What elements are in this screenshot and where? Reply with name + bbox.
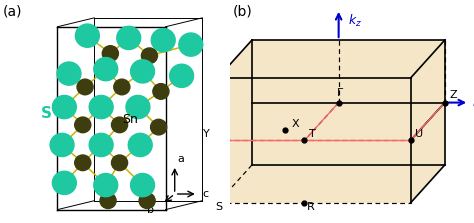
Polygon shape xyxy=(252,40,445,165)
Circle shape xyxy=(50,133,74,157)
Circle shape xyxy=(100,193,116,209)
Polygon shape xyxy=(218,40,445,78)
Circle shape xyxy=(75,155,91,171)
Circle shape xyxy=(94,173,118,197)
Circle shape xyxy=(151,119,167,135)
Text: S: S xyxy=(40,106,52,121)
Text: U: U xyxy=(415,129,424,139)
Circle shape xyxy=(114,79,130,95)
Circle shape xyxy=(141,48,157,64)
Text: $k_z$: $k_z$ xyxy=(348,13,363,29)
Text: X: X xyxy=(292,119,299,129)
Circle shape xyxy=(130,60,155,83)
Circle shape xyxy=(102,46,118,61)
Text: Y: Y xyxy=(203,129,210,139)
Circle shape xyxy=(151,29,175,52)
Circle shape xyxy=(170,64,193,87)
Circle shape xyxy=(89,133,113,157)
Text: S: S xyxy=(215,202,222,212)
Text: $\Gamma$: $\Gamma$ xyxy=(336,86,344,98)
Text: b: b xyxy=(147,205,154,215)
Circle shape xyxy=(57,62,81,85)
Circle shape xyxy=(111,117,128,133)
Circle shape xyxy=(179,33,203,56)
Polygon shape xyxy=(218,165,445,203)
Circle shape xyxy=(75,24,100,47)
Text: c: c xyxy=(202,189,209,199)
Circle shape xyxy=(128,133,152,157)
Text: Sn: Sn xyxy=(122,113,138,126)
Text: (a): (a) xyxy=(2,4,22,19)
Polygon shape xyxy=(218,78,410,203)
Circle shape xyxy=(111,155,128,171)
Text: R: R xyxy=(307,202,315,212)
Circle shape xyxy=(75,117,91,133)
Text: (b): (b) xyxy=(232,4,252,19)
Polygon shape xyxy=(218,40,252,203)
Polygon shape xyxy=(410,40,445,203)
Circle shape xyxy=(130,173,155,197)
Text: T: T xyxy=(310,129,316,139)
Text: a: a xyxy=(177,154,184,164)
Circle shape xyxy=(53,171,76,194)
Circle shape xyxy=(139,193,155,209)
Text: Z: Z xyxy=(449,90,457,100)
Circle shape xyxy=(89,95,113,119)
Circle shape xyxy=(53,95,76,119)
Circle shape xyxy=(77,79,93,95)
Circle shape xyxy=(94,58,118,81)
Circle shape xyxy=(153,84,169,99)
Circle shape xyxy=(117,26,141,50)
Circle shape xyxy=(126,95,150,119)
Text: $k_x$: $k_x$ xyxy=(472,95,474,111)
